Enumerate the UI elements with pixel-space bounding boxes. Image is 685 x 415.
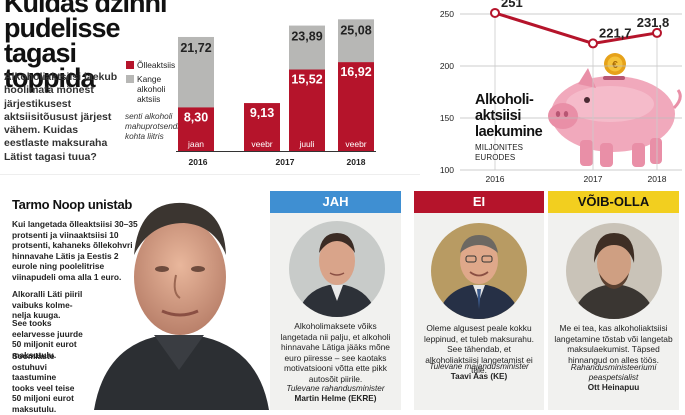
bar-year-label: 2016 <box>189 157 208 167</box>
column-body-ei: Oleme algusest peale kokku leppinud, et … <box>414 213 544 410</box>
legend-item-beer: Õlleaktsiis <box>126 60 188 70</box>
data-label: 231,8 <box>637 15 670 30</box>
bar-chart: 21,72 23,89 25,08 8,30 jaan 9,13 veebr 15,52 juu… <box>0 19 420 175</box>
bar-year-label: 2017 <box>276 157 295 167</box>
left-person-paragraph-2: Alkoralli Läti piiril vaibuks kolme-nelj… <box>12 289 83 321</box>
bar-beer-label: 9,13 <box>250 106 274 120</box>
left-person-paragraph-4: Soomlaste ostuhuvi taastumine tooks veel… <box>12 351 75 414</box>
quote-ei: Oleme algusest peale kokku leppinud, et … <box>424 323 534 375</box>
tarmo-noop-photo <box>94 202 269 410</box>
bar-strong-label: 25,08 <box>340 23 371 37</box>
column-header-ei: EI <box>414 191 544 213</box>
intro-text: Alkoholiaktsiisi laekub hoolimata mõnest… <box>4 71 118 163</box>
line-chart-title: Alkoholi- aktsiisi laekumine <box>475 92 543 140</box>
column-header-jah: JAH <box>270 191 401 213</box>
main-title: Kuidas džinni pudelisse tagasi toppida <box>4 0 184 93</box>
piggy-bank-icon: € <box>548 53 682 167</box>
legend-label-strong: Kange alkoholi aktsiis <box>137 74 166 104</box>
line-chart: € 250 200 150 100 251 221,7 231,8 2016 2017 2018 <box>440 0 682 184</box>
legend-swatch-beer <box>126 61 134 69</box>
column-body-jah: Alkoholimaksete võiks langetada nii palj… <box>270 213 401 410</box>
caption-name-ei: Taavi Aas (KE) <box>450 372 508 382</box>
left-person-paragraph-3: See tooks eelarvesse juurde 50 miljonit … <box>12 318 83 360</box>
bar-beer-label: 8,30 <box>184 110 208 124</box>
bar-month-label: veebr <box>345 139 366 149</box>
legend-label-beer: Õlleaktsiis <box>137 60 176 70</box>
bar-beer <box>338 62 374 151</box>
caption-name-jah: Martin Helme (EKRE) <box>294 394 377 404</box>
line-chart-title-1: Alkoholi- <box>475 92 534 108</box>
bar-month-label: jaan <box>187 139 204 149</box>
line-chart-title-2: aktsiisi <box>475 108 521 124</box>
ott-heinapuu-portrait <box>566 223 662 319</box>
bar-strong-label: 21,72 <box>180 41 211 55</box>
taavi-aas-portrait <box>431 223 527 319</box>
caption-role-voib-olla: Rahandusministeeriumi peaspetsialist <box>570 363 657 383</box>
bar-month-label: veebr <box>251 139 272 149</box>
bar-month-label: juuli <box>298 139 314 149</box>
caption-role-ei: Tulevane majandusminister <box>429 362 529 371</box>
bar-beer <box>178 107 214 151</box>
x-tick-label: 2016 <box>486 174 505 184</box>
quote-jah: Alkoholimaksete võiks langetada nii palj… <box>280 321 391 384</box>
quote-voib-olla: Me ei tea, kas alkoholiaktsiisi langetam… <box>554 323 673 365</box>
data-label: 221,7 <box>599 25 632 40</box>
legend-swatch-strong <box>126 75 134 83</box>
bar-beer-label: 16,92 <box>340 65 371 79</box>
series-line <box>494 11 658 45</box>
caption-ei: Tulevane majandusminister Taavi Aas (KE) <box>418 362 540 382</box>
title-line: Kuidas džinni <box>4 0 168 18</box>
legend-item-strong: Kange alkoholi aktsiis <box>126 74 188 104</box>
bar-strong-label: 23,89 <box>291 30 322 44</box>
column-header-voib-olla: VÕIB-OLLA <box>548 191 679 213</box>
caption-role-jah: Tulevane rahandusminister <box>286 384 385 393</box>
column-voib-olla: VÕIB-OLLA Me ei tea, kas alkoholiaktsiis… <box>548 191 679 410</box>
bar-beer <box>289 69 325 151</box>
line-chart-subtitle-2: EURODES <box>475 153 516 162</box>
bar-beer <box>244 103 280 151</box>
y-tick-label: 100 <box>440 165 454 175</box>
x-tick-label: 2017 <box>584 174 603 184</box>
title-line: pudelisse tagasi <box>4 13 121 68</box>
caption-name-voib-olla: Ott Heinapuu <box>587 383 640 393</box>
column-ei: EI Oleme algusest peale kokku leppinud, … <box>414 191 544 410</box>
bar-year-label: 2018 <box>347 157 366 167</box>
column-body-voib-olla: Me ei tea, kas alkoholiaktsiisi langetam… <box>548 213 679 410</box>
series-point <box>490 7 500 18</box>
y-tick-label: 250 <box>440 9 454 19</box>
martin-helme-portrait <box>289 221 385 317</box>
line-chart-subtitle-1: MILJONITES <box>475 143 524 152</box>
data-label: 251 <box>501 0 523 10</box>
title-line: toppida <box>4 63 95 93</box>
column-jah: JAH Alkoholimaksete võiks langetada nii … <box>270 191 401 410</box>
caption-jah: Tulevane rahandusminister Martin Helme (… <box>274 384 397 404</box>
left-person-paragraph-1: Kui langetada õlleaktsiisi 30–35 protsen… <box>12 219 138 282</box>
line-chart-subtitle: MILJONITES EURODES <box>475 143 523 163</box>
series-point <box>652 27 662 38</box>
left-person-title: Tarmo Noop unistab <box>12 197 133 212</box>
unit-note: senti alkoholi mahuprotsendi kohta liitr… <box>125 112 180 141</box>
bar-beer-label: 15,52 <box>291 73 322 87</box>
svg-text:€: € <box>612 60 618 71</box>
x-tick-label: 2018 <box>648 174 667 184</box>
caption-voib-olla: Rahandusministeeriumi peaspetsialist Ott… <box>552 363 675 394</box>
bar-legend: Õlleaktsiis Kange alkoholi aktsiis <box>126 60 188 104</box>
line-chart-title-3: laekumine <box>475 124 543 140</box>
y-tick-label: 200 <box>440 61 454 71</box>
series-point <box>588 38 598 49</box>
y-tick-label: 150 <box>440 113 454 123</box>
